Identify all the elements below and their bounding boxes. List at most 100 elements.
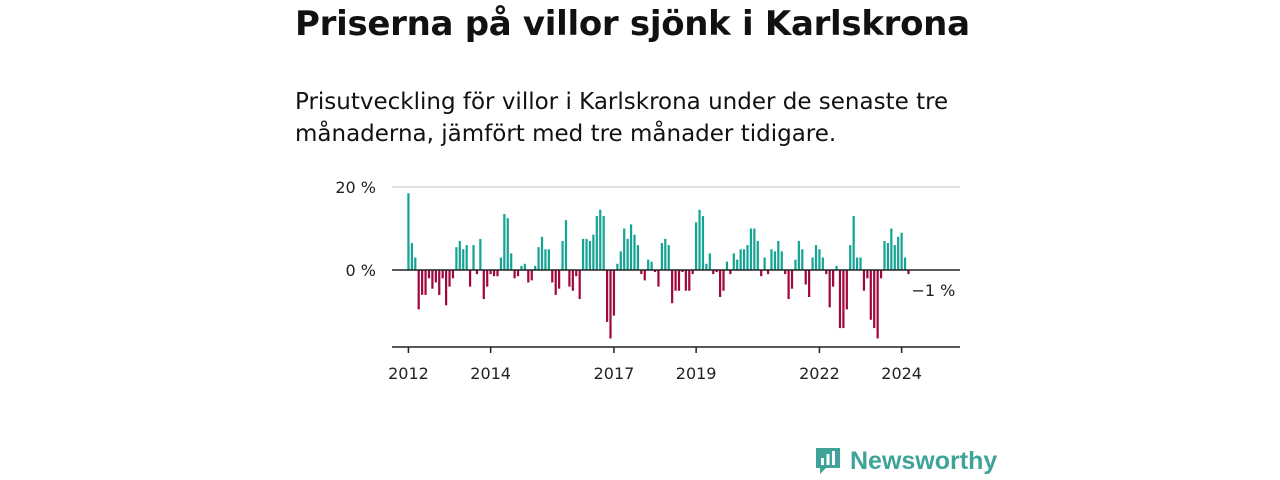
bar	[616, 263, 619, 270]
bar	[612, 270, 616, 316]
bar	[434, 270, 437, 283]
bar	[797, 240, 800, 270]
brand-name: Newsworthy	[850, 446, 998, 475]
bar	[825, 270, 828, 275]
last-value-annotation: −1 %	[911, 281, 955, 300]
bar	[407, 193, 410, 270]
chart-subtitle: Prisutveckling för villor i Karlskrona u…	[295, 89, 949, 147]
chart-title: Priserna på villor sjönk i Karlskrona	[295, 4, 970, 44]
bar	[530, 270, 533, 281]
bar	[736, 259, 739, 271]
bar	[609, 270, 612, 339]
x-tick-label: 2017	[594, 364, 635, 383]
bar	[667, 245, 670, 270]
bar	[633, 234, 636, 270]
bar	[445, 270, 448, 306]
bar	[496, 270, 499, 277]
bar	[499, 257, 503, 270]
bar-chart: 20 % 0 % 2012 2014 2017 2019 2022 2024 −1 %	[335, 178, 960, 383]
bar	[482, 270, 485, 300]
x-tick-label: 2024	[881, 364, 922, 383]
bar	[832, 270, 835, 287]
bar	[760, 270, 763, 277]
bar	[534, 265, 537, 270]
bar	[749, 228, 753, 270]
bar	[763, 257, 766, 270]
bar	[527, 270, 530, 283]
bar	[537, 247, 540, 270]
bar	[431, 270, 434, 289]
bar	[725, 261, 729, 270]
bar	[575, 270, 578, 277]
bar	[475, 270, 479, 275]
bar	[859, 257, 862, 270]
bar	[427, 270, 431, 279]
bar	[571, 270, 574, 291]
bar	[455, 247, 458, 270]
bar	[486, 270, 489, 287]
bar	[647, 259, 650, 271]
bar	[568, 270, 571, 287]
bar	[808, 270, 811, 297]
bar	[732, 253, 735, 270]
bar	[458, 240, 461, 270]
bar	[547, 249, 550, 270]
bars	[407, 193, 910, 339]
bar	[729, 270, 732, 275]
bar	[869, 270, 872, 320]
bar	[780, 251, 783, 270]
bar	[619, 251, 622, 270]
bar	[506, 218, 509, 271]
bar	[766, 270, 770, 275]
x-tick-label: 2014	[470, 364, 511, 383]
tick-labels: 20 % 0 % 2012 2014 2017 2019 2022 2024 −1 %	[335, 178, 955, 383]
bar	[585, 238, 588, 271]
bar	[451, 270, 455, 279]
bar	[417, 270, 420, 310]
bar	[907, 270, 910, 275]
bar	[756, 240, 759, 270]
bar	[705, 263, 708, 270]
bar	[862, 270, 866, 291]
bar	[883, 240, 886, 270]
bar	[523, 263, 526, 270]
bar	[814, 245, 818, 270]
bar	[640, 270, 643, 275]
bar	[804, 270, 807, 285]
bar	[893, 245, 896, 270]
bar	[753, 228, 756, 270]
bar	[564, 220, 568, 270]
bar	[835, 265, 838, 270]
bar	[712, 270, 715, 275]
bar	[784, 270, 787, 275]
bar	[838, 270, 842, 329]
bar	[770, 249, 773, 270]
bar	[849, 245, 852, 270]
bar	[626, 238, 629, 271]
bar	[855, 257, 859, 270]
bar	[438, 270, 441, 295]
bar	[602, 216, 605, 270]
bar	[636, 245, 640, 270]
bar	[588, 240, 592, 270]
bar	[605, 270, 609, 322]
bar	[650, 261, 653, 270]
bar	[886, 243, 890, 270]
bar	[876, 270, 879, 339]
bar	[643, 270, 646, 281]
bar	[599, 209, 602, 270]
x-tick-label: 2019	[676, 364, 717, 383]
bar	[558, 270, 561, 289]
bar	[818, 249, 821, 270]
bar	[688, 270, 691, 291]
bar	[544, 249, 547, 270]
bar	[739, 249, 742, 270]
bar	[845, 270, 848, 310]
bar	[581, 238, 585, 271]
brand-logo[interactable]: Newsworthy	[814, 446, 997, 476]
bar	[746, 245, 749, 270]
bar	[472, 245, 475, 270]
bar	[790, 270, 794, 289]
bar	[489, 270, 492, 275]
bar	[777, 240, 780, 270]
